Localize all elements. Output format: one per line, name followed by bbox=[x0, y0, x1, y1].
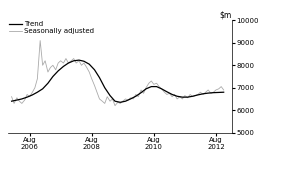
Text: $m: $m bbox=[220, 10, 232, 19]
Legend: Trend, Seasonally adjusted: Trend, Seasonally adjusted bbox=[9, 21, 94, 34]
